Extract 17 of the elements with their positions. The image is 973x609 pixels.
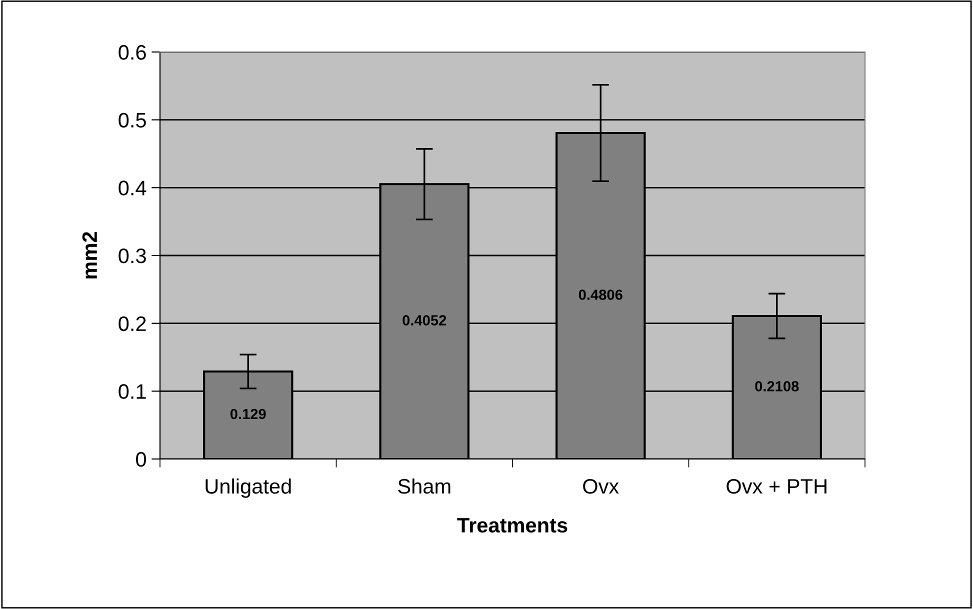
y-tick-label: 0.1 — [118, 384, 146, 399]
x-tick-label: Unligated — [206, 478, 291, 498]
data-label: 0.2108 — [755, 381, 799, 392]
y-tick-label: 0.2 — [118, 316, 146, 332]
y-tick-label: 0.6 — [118, 45, 146, 60]
x-tick-label: Ovx — [583, 478, 619, 494]
y-axis-title: mm2 — [82, 232, 97, 278]
data-label: 0.4806 — [578, 290, 622, 300]
y-tick-label: 0.3 — [118, 248, 146, 264]
x-axis-title: Treatments — [457, 518, 568, 533]
x-tick-label: Sham — [398, 478, 450, 494]
y-tick-label: 0.4 — [118, 180, 146, 196]
x-tick-label: Ovx + PTH — [726, 478, 826, 494]
y-tick-label: 0.5 — [118, 112, 146, 128]
y-tick-label: 0 — [136, 452, 146, 467]
data-label: 0.129 — [230, 408, 266, 420]
data-label: 0.4052 — [402, 315, 446, 326]
